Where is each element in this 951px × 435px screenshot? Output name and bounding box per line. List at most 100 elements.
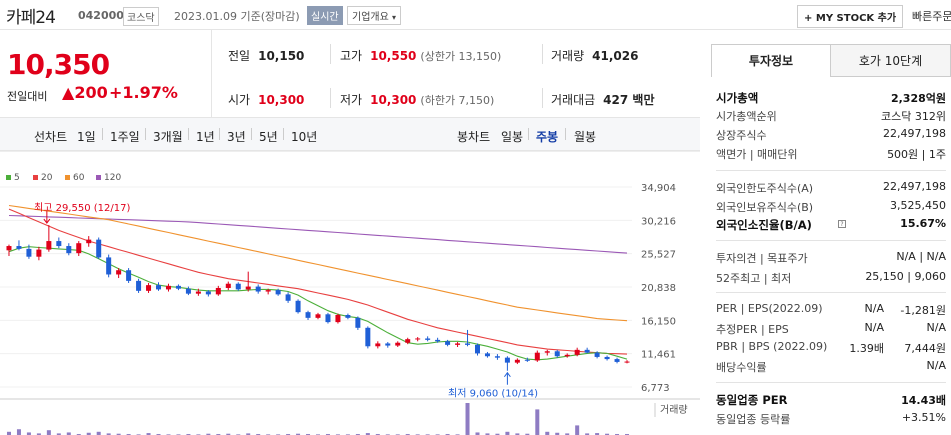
value: 25,150 | 9,060	[865, 270, 946, 283]
value: N/A | N/A	[896, 250, 946, 263]
row-pbr: PBR | BPS (2022.09) 1.39배 7,444원	[716, 340, 946, 356]
row-opinion: 투자의견 | 목표주가 N/A | N/A	[716, 250, 946, 266]
quick-order-link[interactable]: 빠른주문	[912, 10, 951, 23]
tab-3year[interactable]: 3년	[227, 130, 246, 144]
volume-bar	[226, 433, 231, 435]
divider	[188, 128, 189, 140]
tab-3month[interactable]: 3개월	[153, 130, 183, 144]
candle-body	[175, 285, 181, 289]
volume-bar	[116, 433, 121, 435]
candle-body	[425, 338, 431, 340]
volume-bar	[26, 432, 31, 435]
candle-body	[106, 257, 112, 275]
high-label: 고가	[340, 49, 363, 63]
ma5-line	[8, 246, 628, 361]
tab-1year[interactable]: 1년	[196, 130, 215, 144]
candle-body	[265, 290, 271, 292]
row-foreign-rate: 외국인소진율(B/A)? 15.67%	[716, 217, 946, 233]
volume-bar	[605, 433, 610, 435]
candle-body	[415, 338, 421, 340]
divider	[542, 44, 543, 64]
candle-body	[554, 351, 560, 357]
high-annotation: 최고 29,550 (12/17)	[34, 202, 130, 214]
candle-body	[156, 285, 162, 290]
row-dividend: 배당수익률 N/A	[716, 359, 946, 375]
tab-hoga[interactable]: 호가 10단계	[830, 44, 951, 77]
value: +3.51%	[901, 411, 946, 424]
candle-body	[86, 239, 92, 244]
candle-body	[514, 359, 520, 363]
mystock-add-button[interactable]: + MY STOCK 추가	[797, 5, 904, 28]
realtime-button[interactable]: 실시간	[307, 6, 343, 25]
label: PBR | BPS (2022.09)	[716, 340, 828, 353]
volume-bar	[495, 433, 500, 435]
candle-body	[275, 290, 281, 295]
candle-body	[365, 327, 371, 347]
high-arrow-head	[43, 218, 51, 224]
candle-body	[6, 246, 12, 251]
candle-body	[455, 343, 461, 345]
divider	[542, 88, 543, 108]
candle-body	[235, 283, 241, 290]
candle-body	[405, 339, 411, 343]
candle-body	[185, 288, 191, 294]
value: 22,497,198	[883, 127, 946, 140]
volume-bar	[86, 432, 91, 435]
tab-10year[interactable]: 10년	[291, 130, 318, 144]
candle-body	[385, 343, 391, 346]
ma20-line	[8, 208, 628, 355]
stock-chart[interactable]: 34,904 30,216 25,527 20,838 16,150 11,461 6,77…	[0, 151, 700, 435]
stock-code: 042000	[78, 9, 124, 22]
label: 동일업종 등락률	[716, 413, 791, 426]
tab-weekly[interactable]: 주봉	[536, 130, 559, 144]
volume-bar	[6, 431, 11, 435]
volume-bar	[365, 433, 370, 435]
help-icon[interactable]: ?	[838, 220, 846, 228]
candle-body	[574, 349, 580, 355]
legend-text: 60	[73, 173, 85, 183]
legend-ma120: 120	[96, 173, 121, 183]
candle-body	[534, 352, 540, 361]
candle-body	[26, 248, 32, 257]
candle-body	[335, 315, 341, 323]
candle-body	[205, 291, 211, 295]
volume-bar	[485, 433, 490, 435]
divider	[565, 128, 566, 140]
volume-bar	[585, 433, 590, 435]
tab-5year[interactable]: 5년	[259, 130, 278, 144]
change-value: ▲200	[62, 83, 108, 102]
amount-label: 거래대금	[551, 93, 596, 107]
candle-body	[46, 241, 52, 250]
tab-1week[interactable]: 1주일	[110, 130, 140, 144]
candle-body	[465, 343, 471, 345]
value: 22,497,198	[883, 180, 946, 193]
corp-info-dropdown[interactable]: 기업개요 ▾	[347, 6, 402, 25]
open-label: 시가	[228, 93, 251, 107]
low-arrow-head	[503, 371, 511, 378]
label: 외국인소진율(B/A)	[716, 218, 812, 232]
candle-body	[375, 343, 381, 347]
tab-daily[interactable]: 일봉	[501, 130, 524, 144]
divider	[330, 88, 331, 108]
y-tick-label: 6,773	[641, 383, 670, 394]
volume-label: 거래량	[660, 404, 688, 416]
label: 배당수익률	[716, 361, 767, 374]
change-label: 전일대비	[7, 90, 48, 103]
candle-body	[604, 356, 610, 360]
volume-bar	[535, 409, 540, 435]
low-value: 10,300	[370, 93, 417, 107]
legend-swatch	[6, 175, 11, 180]
row-par: 액면가 | 매매단위 500원 | 1주	[716, 146, 946, 162]
legend-ma5: 5	[6, 173, 20, 183]
tab-monthly[interactable]: 월봉	[574, 130, 597, 144]
volume-bar	[565, 433, 570, 435]
candle-body	[245, 286, 251, 290]
tab-1day[interactable]: 1일	[77, 130, 96, 144]
tab-invest-info[interactable]: 투자정보	[711, 44, 831, 77]
candle-body	[76, 243, 82, 254]
label: 상장주식수	[716, 129, 767, 142]
divider	[251, 128, 252, 140]
candle-chart-label: 봉차트	[457, 130, 491, 144]
low-annotation: 최저 9,060 (10/14)	[448, 388, 538, 400]
row-fper: 추정PER | EPS N/A N/A	[716, 321, 946, 337]
